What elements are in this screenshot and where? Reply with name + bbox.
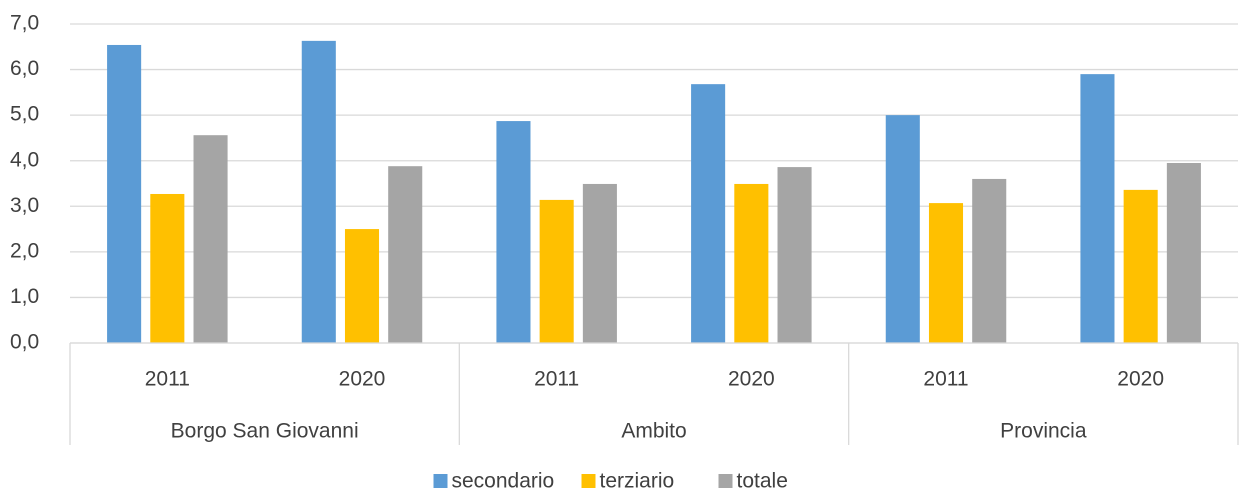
legend-label: terziario [600,470,675,493]
bar [1123,189,1158,343]
y-tick-label: 6,0 [10,57,39,80]
bar [777,167,812,343]
y-tick-label: 5,0 [10,103,39,126]
bar [582,183,617,343]
bar [691,84,726,343]
x-tick-label: 2020 [1117,368,1164,391]
legend-label: secondario [452,470,555,493]
legend-label: totale [737,470,788,493]
bar [344,229,380,343]
y-tick-label: 1,0 [10,285,39,308]
legend-swatch [718,474,733,488]
x-tick-label: 2020 [728,368,775,391]
x-tick-label: 2011 [534,368,579,391]
bar [388,166,423,343]
bar [539,199,574,343]
y-tick-label: 0,0 [10,331,39,354]
bar [107,44,142,343]
y-tick-label: 2,0 [10,239,39,262]
bar [193,135,228,343]
legend-swatch [581,474,596,488]
bar [1166,162,1201,343]
legend-swatch [433,474,448,488]
bar [301,40,336,344]
group-label: Provincia [1000,420,1087,443]
y-tick-label: 4,0 [10,148,39,171]
bar [972,178,1007,343]
x-tick-label: 2011 [923,368,968,391]
bar [734,183,769,343]
group-label: Borgo San Giovanni [171,420,359,443]
bar [496,121,531,344]
bar [150,193,185,343]
bar [928,203,964,343]
x-tick-label: 2011 [145,368,190,391]
bar [885,115,920,344]
x-tick-label: 2020 [339,368,386,391]
bar [1080,74,1115,343]
group-label: Ambito [621,420,686,443]
y-tick-label: 7,0 [10,12,39,35]
y-tick-label: 3,0 [10,194,39,217]
